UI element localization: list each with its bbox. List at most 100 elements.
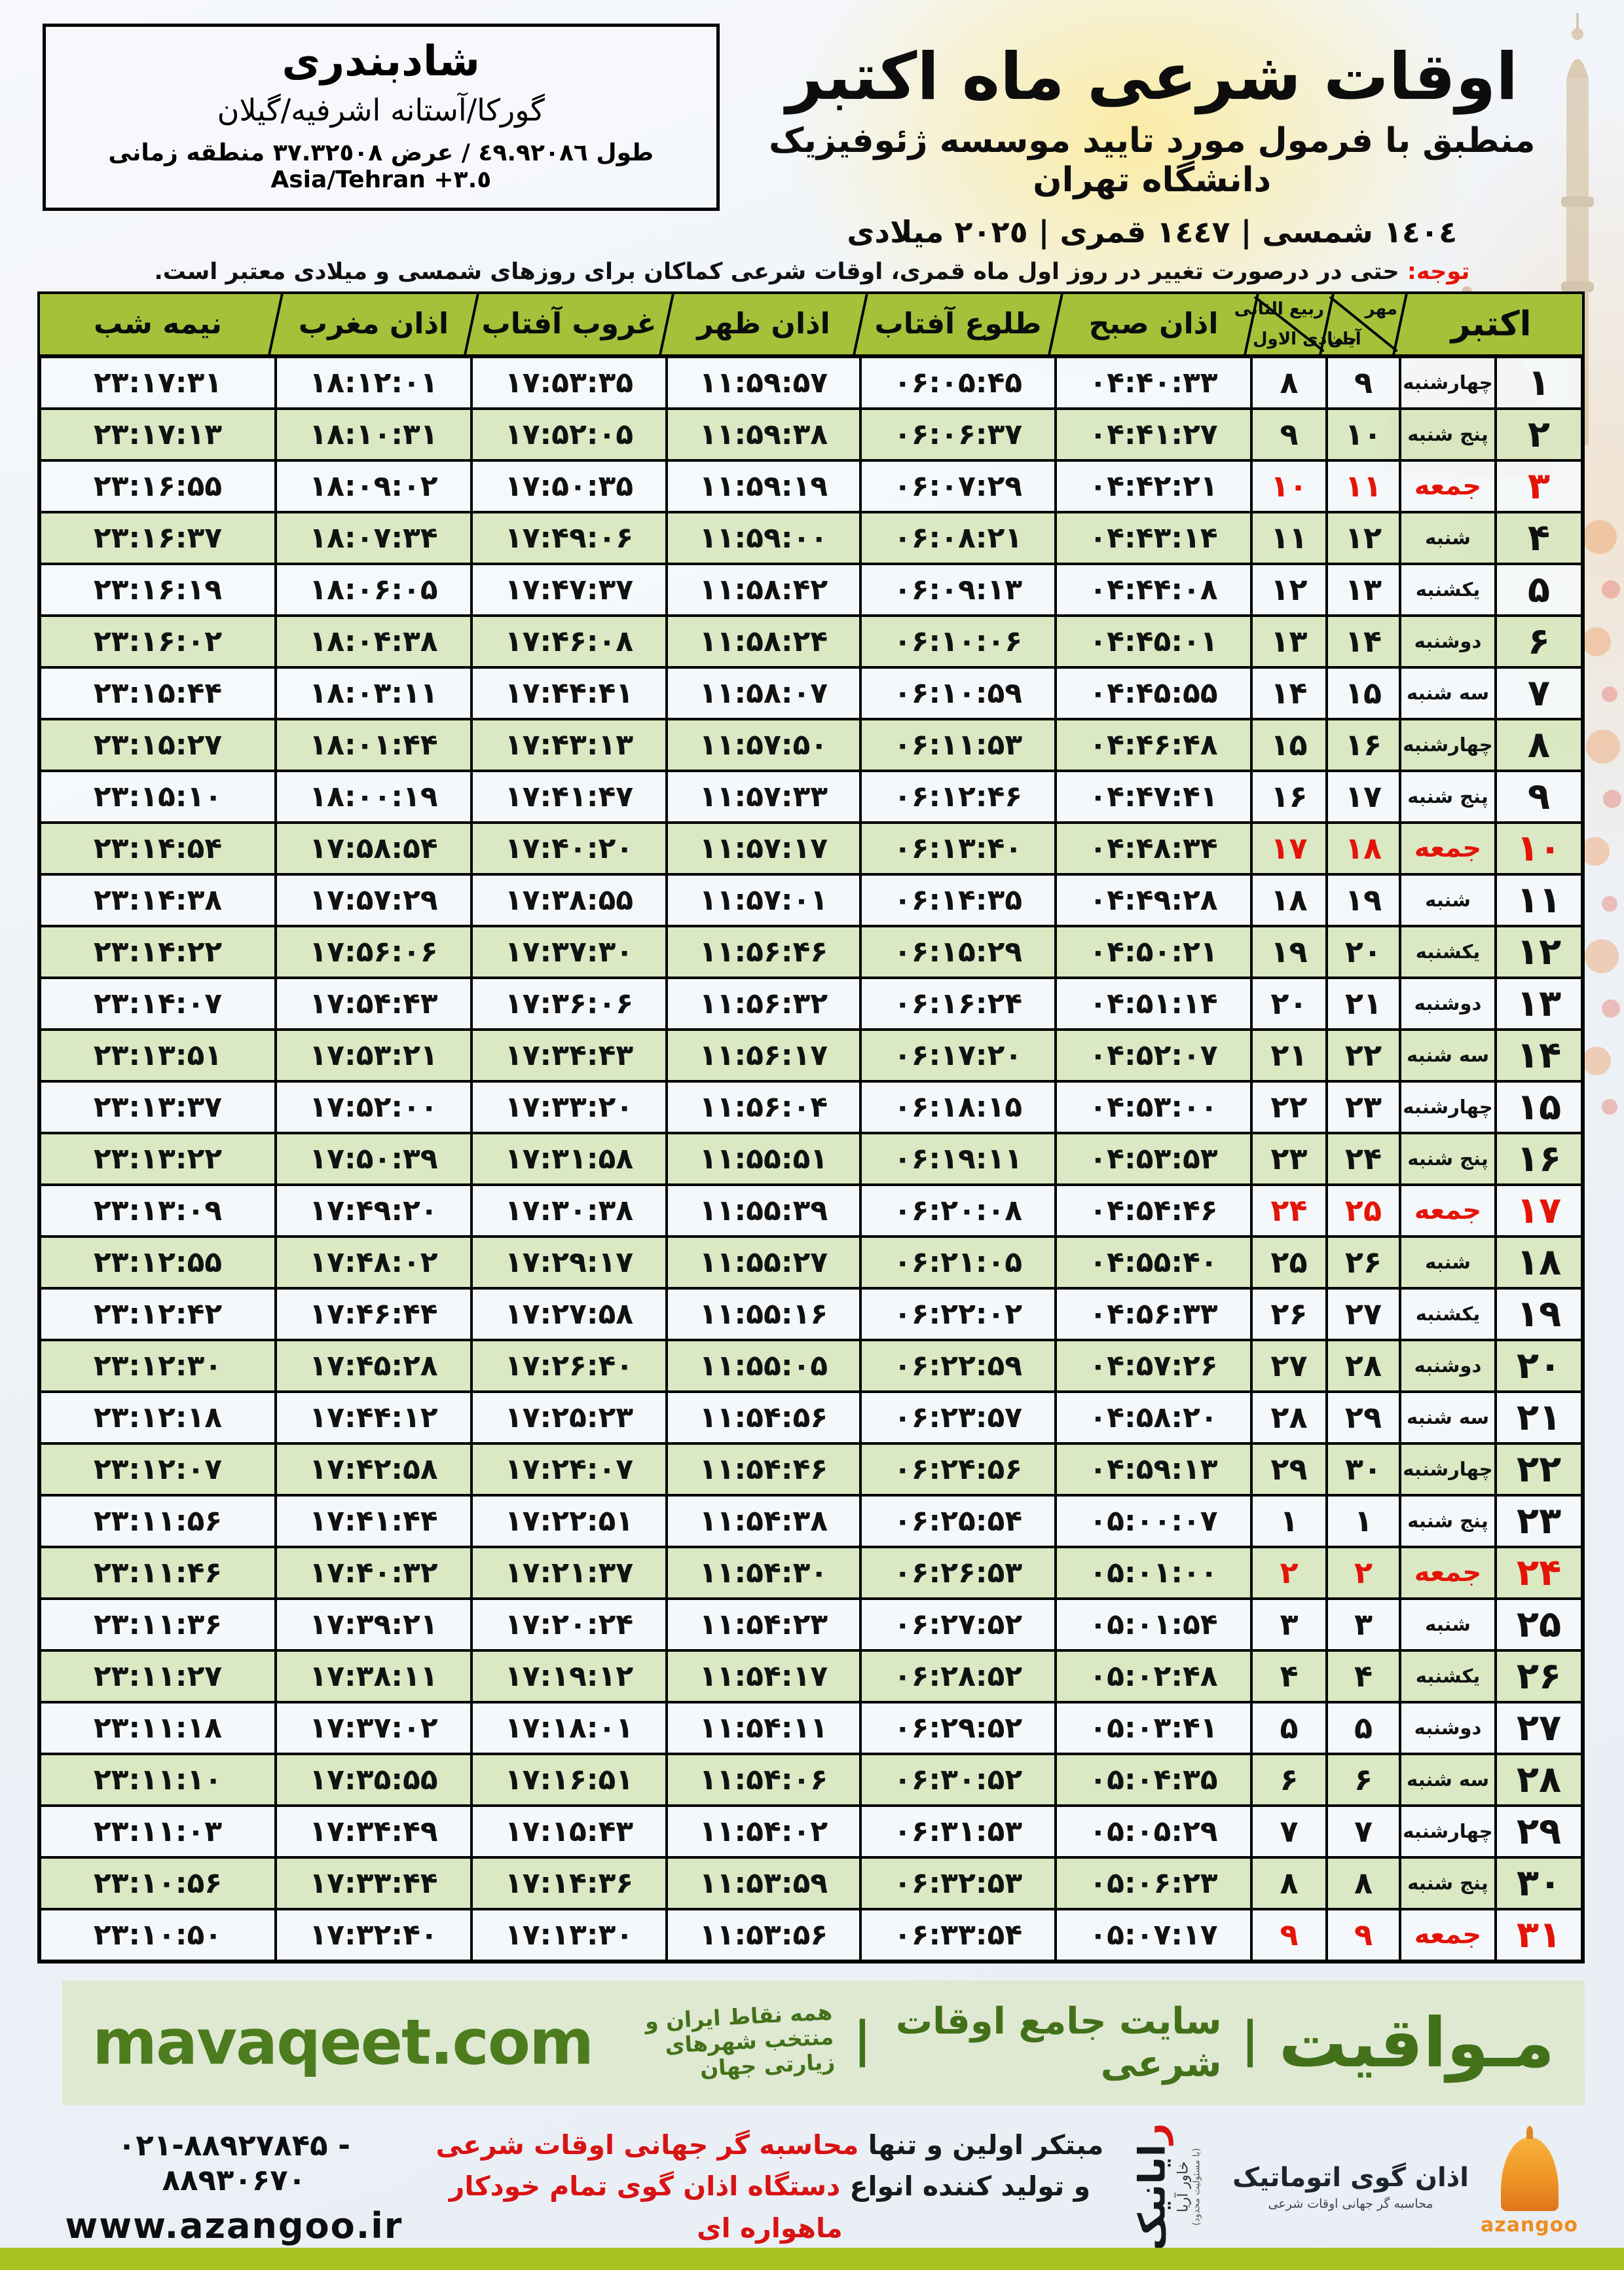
- cell-midnight-time: ۲۳:۱۳:۰۹: [40, 1184, 276, 1237]
- cell-weekday: جمعه: [1400, 1908, 1496, 1961]
- note: توجه: حتی در درصورت تغییر در روز اول ماه…: [41, 259, 1583, 285]
- cell-lunar-day: ۲۲: [1251, 1081, 1327, 1133]
- cell-midnight-time: ۲۳:۱۴:۰۷: [40, 977, 276, 1030]
- cell-solar-day: ۱۵: [1327, 667, 1400, 719]
- cell-dhuhr-time: ۱۱:۵۹:۵۷: [667, 356, 860, 409]
- table-row: ۲۱ سه شنبه ۲۹ ۲۸ ۰۴:۵۸:۲۰ ۰۶:۲۳:۵۷ ۱۱:۵۴…: [40, 1391, 1582, 1443]
- cell-sunset-time: ۱۷:۱۸:۰۱: [471, 1702, 667, 1754]
- cell-solar-day: ۱۴: [1327, 615, 1400, 667]
- cell-october-day: ۷: [1496, 667, 1582, 719]
- cell-weekday: سه شنبه: [1400, 1753, 1496, 1806]
- cell-dhuhr-time: ۱۱:۵۵:۱۶: [667, 1288, 860, 1340]
- cell-weekday: چهارشنبه: [1400, 1443, 1496, 1495]
- cell-maghrib-time: ۱۷:۳۸:۱۱: [276, 1650, 471, 1702]
- cell-sunset-time: ۱۷:۲۰:۲۴: [471, 1598, 667, 1650]
- cell-sunset-time: ۱۷:۱۶:۵۱: [471, 1753, 667, 1806]
- cell-dhuhr-time: ۱۱:۵۴:۵۶: [667, 1391, 860, 1443]
- cell-maghrib-time: ۱۷:۵۷:۲۹: [276, 874, 471, 926]
- cell-maghrib-time: ۱۸:۰۴:۳۸: [276, 615, 471, 667]
- cell-midnight-time: ۲۳:۱۶:۵۵: [40, 460, 276, 512]
- cell-sunset-time: ۱۷:۳۸:۵۵: [471, 874, 667, 926]
- cell-october-day: ۲۶: [1496, 1650, 1582, 1702]
- cell-october-day: ۲۵: [1496, 1598, 1582, 1650]
- cell-lunar-day: ۱۲: [1251, 563, 1327, 616]
- cell-sunrise-time: ۰۶:۱۰:۰۶: [860, 615, 1056, 667]
- table-row: ۲۲ چهارشنبه ۳۰ ۲۹ ۰۴:۵۹:۱۳ ۰۶:۲۴:۵۶ ۱۱:۵…: [40, 1443, 1582, 1495]
- cell-midnight-time: ۲۳:۱۰:۵۶: [40, 1857, 276, 1909]
- cell-solar-day: ۶: [1327, 1753, 1400, 1806]
- cell-lunar-day: ۱۸: [1251, 874, 1327, 926]
- cell-solar-day: ۲: [1327, 1546, 1400, 1599]
- cell-midnight-time: ۲۳:۱۲:۴۲: [40, 1288, 276, 1340]
- cell-lunar-day: ۲۵: [1251, 1236, 1327, 1288]
- cell-maghrib-time: ۱۷:۴۸:۰۲: [276, 1236, 471, 1288]
- cell-weekday: سه شنبه: [1400, 1391, 1496, 1443]
- cell-dhuhr-time: ۱۱:۵۴:۱۷: [667, 1650, 860, 1702]
- table-row: ۱۵ چهارشنبه ۲۳ ۲۲ ۰۴:۵۳:۰۰ ۰۶:۱۸:۱۵ ۱۱:۵…: [40, 1081, 1582, 1133]
- cell-maghrib-time: ۱۷:۴۴:۱۲: [276, 1391, 471, 1443]
- cell-sunset-time: ۱۷:۲۲:۵۱: [471, 1495, 667, 1547]
- cell-fajr-time: ۰۴:۵۲:۰۷: [1056, 1029, 1251, 1081]
- cell-midnight-time: ۲۳:۱۳:۵۱: [40, 1029, 276, 1081]
- cell-solar-day: ۲۲: [1327, 1029, 1400, 1081]
- cell-october-day: ۶: [1496, 615, 1582, 667]
- cell-solar-day: ۲۵: [1327, 1184, 1400, 1237]
- cell-solar-day: ۱۱: [1327, 460, 1400, 512]
- cell-october-day: ۱۳: [1496, 977, 1582, 1030]
- table-row: ۲۵ شنبه ۳ ۳ ۰۵:۰۱:۵۴ ۰۶:۲۷:۵۲ ۱۱:۵۴:۲۳ ۱…: [40, 1598, 1582, 1650]
- cell-weekday: چهارشنبه: [1400, 1805, 1496, 1857]
- cell-maghrib-time: ۱۷:۳۹:۲۱: [276, 1598, 471, 1650]
- cell-sunset-time: ۱۷:۲۶:۴۰: [471, 1339, 667, 1392]
- cell-dhuhr-time: ۱۱:۵۶:۴۶: [667, 925, 860, 978]
- cell-midnight-time: ۲۳:۱۱:۴۶: [40, 1546, 276, 1599]
- cell-lunar-day: ۱۵: [1251, 718, 1327, 771]
- cell-sunrise-time: ۰۶:۱۴:۳۵: [860, 874, 1056, 926]
- cell-dhuhr-time: ۱۱:۵۷:۱۷: [667, 822, 860, 874]
- cell-dhuhr-time: ۱۱:۵۶:۰۴: [667, 1081, 860, 1133]
- cell-weekday: جمعه: [1400, 822, 1496, 874]
- cell-weekday: سه شنبه: [1400, 1029, 1496, 1081]
- cell-lunar-day: ۲۴: [1251, 1184, 1327, 1237]
- cell-october-day: ۱: [1496, 356, 1582, 409]
- col-header-october: اکتبر: [1400, 293, 1582, 357]
- rayanik-note: (با مسئولیت محدود): [1191, 2148, 1202, 2226]
- col-header-midnight: نیمه شب: [40, 293, 276, 357]
- cell-october-day: ۲۰: [1496, 1339, 1582, 1392]
- cell-fajr-time: ۰۴:۴۱:۲۷: [1056, 408, 1251, 460]
- cell-midnight-time: ۲۳:۱۴:۵۴: [40, 822, 276, 874]
- azangoo-subtitle: محاسبه گر جهانی اوقات شرعی: [1268, 2197, 1433, 2212]
- cell-solar-day: ۲۸: [1327, 1339, 1400, 1392]
- cell-weekday: دوشنبه: [1400, 977, 1496, 1030]
- site-description: سایت جامع اوقات شرعی: [895, 2000, 1222, 2085]
- lunar-month-top-label: ربیع الثانی: [1234, 299, 1324, 319]
- cell-fajr-time: ۰۵:۰۷:۱۷: [1056, 1908, 1251, 1961]
- cell-dhuhr-time: ۱۱:۵۷:۳۳: [667, 770, 860, 823]
- cell-sunset-time: ۱۷:۲۵:۲۳: [471, 1391, 667, 1443]
- cell-october-day: ۲۹: [1496, 1805, 1582, 1857]
- cell-fajr-time: ۰۴:۴۷:۴۱: [1056, 770, 1251, 823]
- cell-maghrib-time: ۱۷:۵۲:۰۰: [276, 1081, 471, 1133]
- cell-lunar-day: ۲۶: [1251, 1288, 1327, 1340]
- table-row: ۱۸ شنبه ۲۶ ۲۵ ۰۴:۵۵:۴۰ ۰۶:۲۱:۰۵ ۱۱:۵۵:۲۷…: [40, 1236, 1582, 1288]
- cell-weekday: شنبه: [1400, 1236, 1496, 1288]
- cell-solar-day: ۸: [1327, 1857, 1400, 1909]
- cell-dhuhr-time: ۱۱:۵۴:۴۶: [667, 1443, 860, 1495]
- solar-month-bottom-label: آبان: [1328, 329, 1361, 349]
- cell-fajr-time: ۰۵:۰۳:۴۱: [1056, 1702, 1251, 1754]
- cell-solar-day: ۲۳: [1327, 1081, 1400, 1133]
- band-divider: |: [1241, 2011, 1259, 2068]
- cell-dhuhr-time: ۱۱:۵۸:۰۷: [667, 667, 860, 719]
- masthead: اوقات شرعی ماه اکتبر منطبق با فرمول مورد…: [0, 0, 1624, 250]
- cell-solar-day: ۳: [1327, 1598, 1400, 1650]
- col-header-fajr: اذان صبح: [1056, 293, 1251, 357]
- cell-solar-day: ۱۷: [1327, 770, 1400, 823]
- cell-midnight-time: ۲۳:۱۱:۰۳: [40, 1805, 276, 1857]
- cell-sunset-time: ۱۷:۴۶:۰۸: [471, 615, 667, 667]
- cell-sunrise-time: ۰۶:۰۵:۴۵: [860, 356, 1056, 409]
- title-block: اوقات شرعی ماه اکتبر منطبق با فرمول مورد…: [720, 17, 1585, 250]
- cell-dhuhr-time: ۱۱:۵۷:۵۰: [667, 718, 860, 771]
- cell-sunrise-time: ۰۶:۰۸:۲۱: [860, 512, 1056, 564]
- cell-october-day: ۵: [1496, 563, 1582, 616]
- location-coords-text: طول ٤٩.٩٢٠٨٦ / عرض ٣٧.٣٢٥٠٨ منطقه زمانی: [108, 140, 654, 166]
- lunar-month-bottom-label: جمادی الاول: [1253, 329, 1357, 349]
